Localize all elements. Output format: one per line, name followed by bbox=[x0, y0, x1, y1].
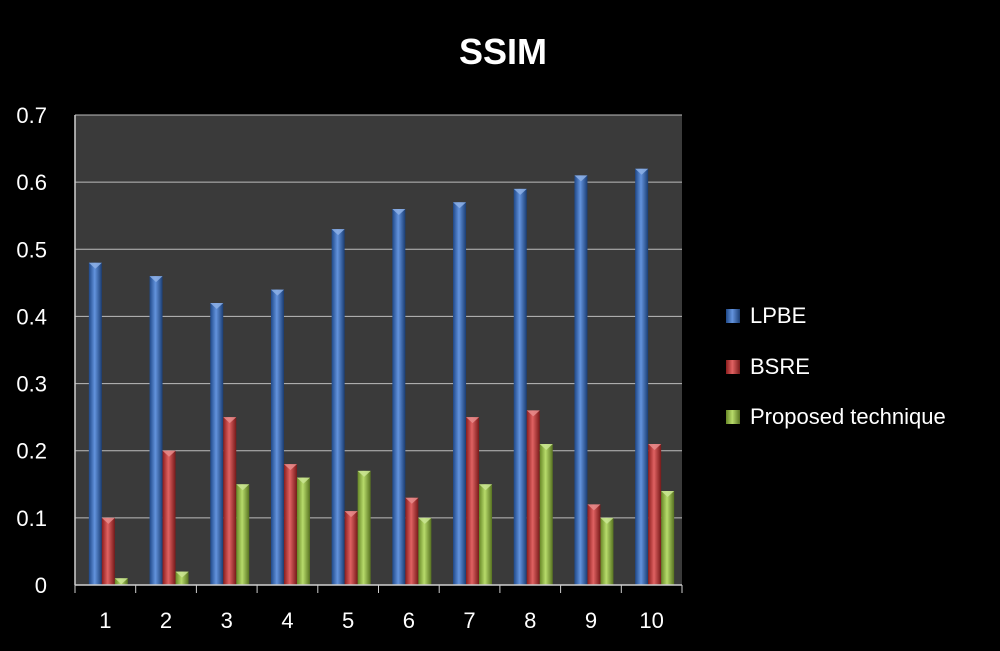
bar-cap bbox=[648, 444, 662, 450]
y-tick-label: 0.4 bbox=[16, 304, 47, 329]
bar-cap bbox=[114, 578, 128, 585]
bar-bsre-1 bbox=[101, 517, 115, 585]
bar-proposed-technique-5 bbox=[357, 470, 371, 585]
bar-lpbe-4 bbox=[270, 289, 284, 585]
legend-label: Proposed technique bbox=[750, 404, 946, 429]
bar-lpbe-8 bbox=[513, 188, 527, 585]
x-tick-label: 7 bbox=[463, 608, 475, 633]
y-tick-label: 0.3 bbox=[16, 372, 47, 397]
y-tick-label: 0.1 bbox=[16, 506, 47, 531]
bar-lpbe-10 bbox=[635, 168, 649, 585]
chart-title: SSIM bbox=[459, 31, 547, 72]
legend-label: LPBE bbox=[750, 303, 806, 328]
legend-swatch-lpbe bbox=[726, 309, 740, 323]
x-axis-ticks: 1 2 3 4 5 6 7 8 9 10 bbox=[74, 585, 683, 633]
bar-proposed-technique-3 bbox=[236, 484, 250, 585]
legend-label: BSRE bbox=[750, 354, 810, 379]
bar-cap bbox=[270, 289, 284, 296]
bar-lpbe-3 bbox=[210, 303, 224, 585]
x-tick-label: 4 bbox=[281, 608, 293, 633]
bar-proposed-technique-8 bbox=[539, 444, 553, 585]
bar-proposed-technique-9 bbox=[600, 517, 614, 585]
y-tick-label: 0 bbox=[35, 573, 47, 598]
bar-lpbe-2 bbox=[149, 276, 163, 585]
bar-cap bbox=[392, 209, 406, 215]
y-tick-label: 0.2 bbox=[16, 439, 47, 464]
bar-cap bbox=[175, 571, 189, 578]
x-tick-label: 1 bbox=[99, 608, 111, 633]
bar-cap bbox=[210, 303, 224, 309]
bar-bsre-5 bbox=[344, 511, 358, 585]
bar-proposed-technique-4 bbox=[296, 477, 310, 585]
legend: LPBE BSRE Proposed technique bbox=[726, 303, 946, 429]
bar-lpbe-6 bbox=[392, 209, 406, 585]
bar-cap bbox=[405, 497, 419, 504]
legend-swatch-proposed-technique bbox=[726, 410, 740, 424]
y-tick-label: 0.6 bbox=[16, 170, 47, 195]
bar-cap bbox=[283, 464, 297, 471]
bar-cap bbox=[600, 517, 614, 524]
bar-cap bbox=[574, 175, 588, 182]
bar-lpbe-9 bbox=[574, 175, 588, 585]
bar-cap bbox=[357, 470, 371, 477]
bar-proposed-technique-7 bbox=[479, 484, 493, 585]
bar-bsre-8 bbox=[526, 410, 540, 585]
y-tick-label: 0.7 bbox=[16, 103, 47, 128]
bar-cap bbox=[661, 491, 675, 497]
bar-cap bbox=[513, 188, 527, 195]
x-tick-label: 2 bbox=[160, 608, 172, 633]
bar-bsre-2 bbox=[162, 450, 176, 585]
bar-bsre-3 bbox=[223, 417, 237, 585]
bar-cap bbox=[418, 517, 432, 524]
bar-cap bbox=[162, 450, 176, 457]
bar-cap bbox=[101, 517, 115, 524]
bar-lpbe-7 bbox=[453, 202, 467, 586]
x-tick-label: 8 bbox=[524, 608, 536, 633]
x-tick-label: 10 bbox=[639, 608, 663, 633]
bar-bsre-4 bbox=[283, 464, 297, 585]
bars-group bbox=[88, 168, 675, 586]
bar-bsre-6 bbox=[405, 497, 419, 585]
bar-proposed-technique-2 bbox=[175, 571, 189, 585]
x-tick-label: 5 bbox=[342, 608, 354, 633]
bar-lpbe-5 bbox=[331, 229, 345, 585]
bar-cap bbox=[331, 229, 345, 236]
x-tick-label: 9 bbox=[585, 608, 597, 633]
y-tick-label: 0.5 bbox=[16, 237, 47, 262]
x-tick-label: 3 bbox=[221, 608, 233, 633]
bar-cap bbox=[453, 202, 467, 209]
bar-cap bbox=[149, 276, 163, 283]
bar-cap bbox=[88, 262, 102, 269]
legend-swatch-bsre bbox=[726, 360, 740, 374]
x-tick-label: 6 bbox=[403, 608, 415, 633]
bar-cap bbox=[635, 168, 649, 175]
bar-cap bbox=[223, 417, 237, 424]
bar-bsre-10 bbox=[648, 444, 662, 585]
bar-proposed-technique-6 bbox=[418, 517, 432, 585]
bar-cap bbox=[526, 410, 540, 417]
bar-cap bbox=[466, 417, 480, 424]
bar-lpbe-1 bbox=[88, 262, 102, 585]
bar-bsre-7 bbox=[466, 417, 480, 585]
bar-cap bbox=[587, 504, 601, 511]
y-axis-ticks: 0 0.1 0.2 0.3 0.4 0.5 0.6 0.7 bbox=[16, 103, 47, 598]
bar-cap bbox=[539, 444, 553, 450]
bar-proposed-technique-10 bbox=[661, 491, 675, 585]
bar-cap bbox=[296, 477, 310, 484]
bar-cap bbox=[236, 484, 250, 491]
bar-cap bbox=[344, 511, 358, 518]
bar-bsre-9 bbox=[587, 504, 601, 585]
bar-cap bbox=[479, 484, 493, 491]
